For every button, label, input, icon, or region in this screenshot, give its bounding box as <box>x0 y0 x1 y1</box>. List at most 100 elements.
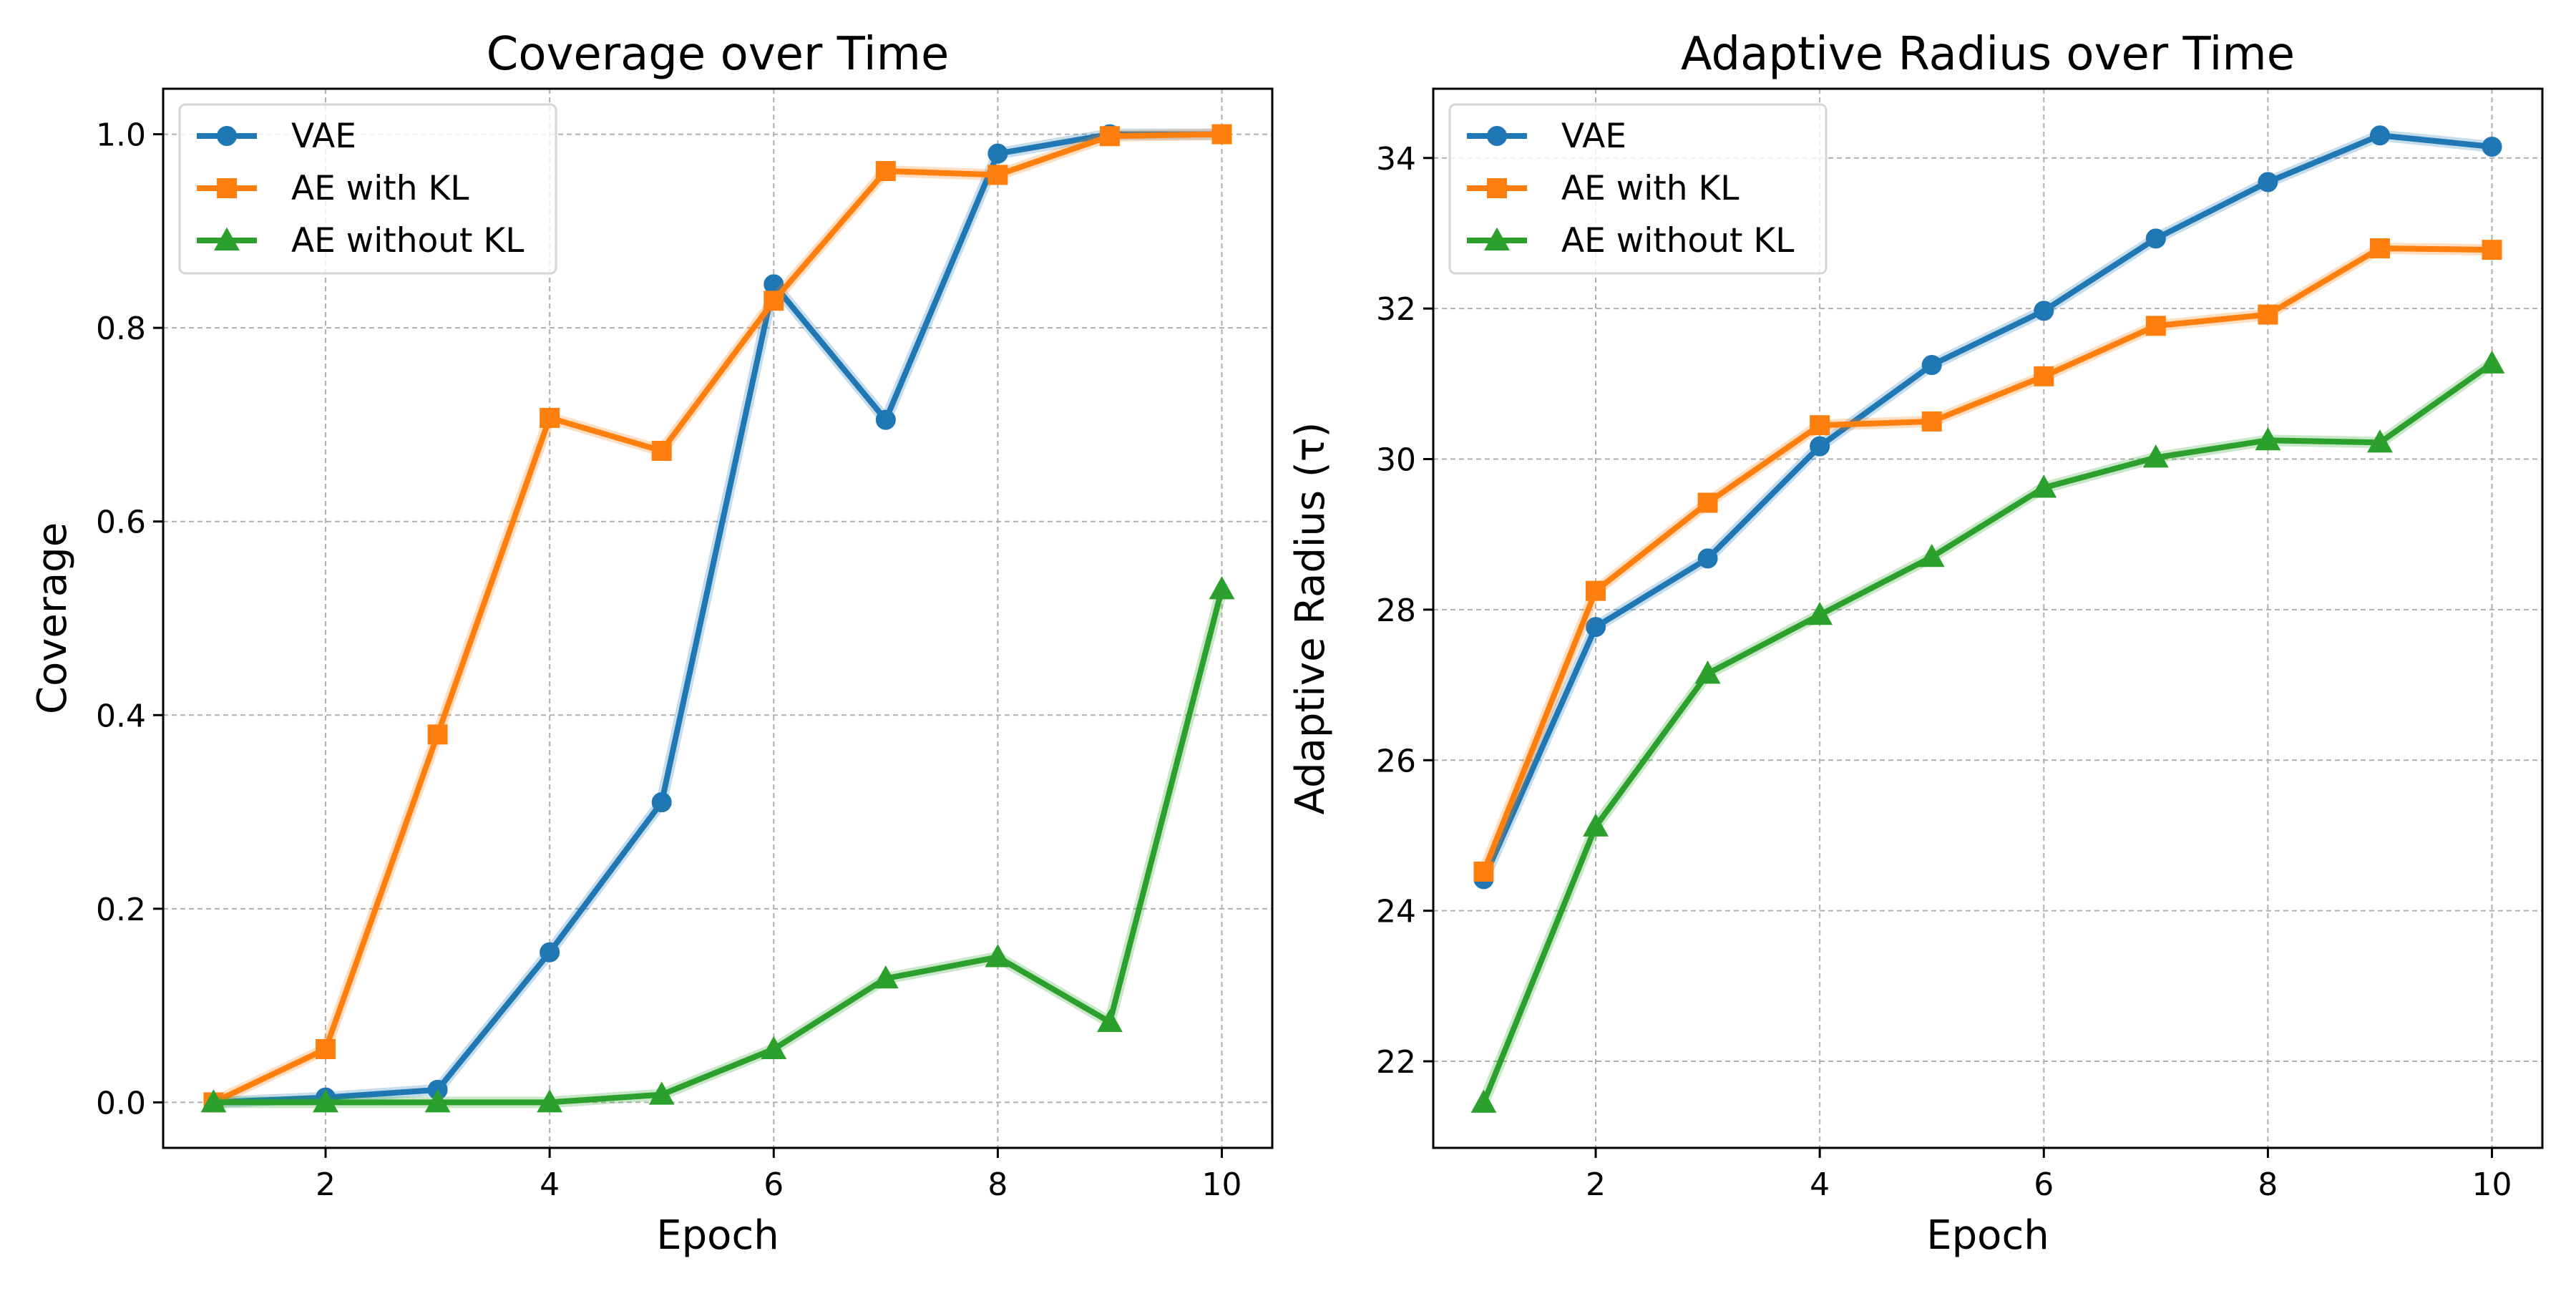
radius-x-tick-label: 6 <box>2034 1166 2054 1203</box>
radius-legend-marker <box>1487 178 1507 198</box>
radius-vae-point <box>2369 125 2390 146</box>
coverage-ae-without-kl-point <box>1097 1008 1123 1033</box>
radius-ae-without-kl-line <box>1480 360 2495 1106</box>
radius-legend: VAE AE with KL AE without KL <box>1448 103 1828 275</box>
radius-vae-point <box>1586 617 1606 638</box>
radius-lines <box>1470 125 2505 1113</box>
radius-legend-label: AE with KL <box>1561 169 1739 208</box>
radius-ae-without-kl-point <box>2367 429 2393 453</box>
coverage-legend-box <box>178 103 557 275</box>
radius-y-tick-label: 32 <box>1376 291 1416 328</box>
radius-vae-point <box>2145 228 2166 249</box>
radius-ae-without-kl-point <box>1470 1089 1497 1113</box>
coverage-ae-with-kl-point <box>651 440 672 461</box>
radius-y-tick-label: 24 <box>1376 894 1416 930</box>
coverage-vae-point <box>875 409 896 430</box>
coverage-legend: VAE AE with KL AE without KL <box>178 103 557 275</box>
radius-vae-point <box>2258 172 2278 193</box>
coverage-ae-without-kl-line <box>210 586 1225 1106</box>
coverage-lines <box>200 124 1235 1113</box>
coverage-y-axis-label: Coverage <box>29 522 76 714</box>
radius-ae-without-kl-point <box>1694 661 1721 684</box>
coverage-ae-with-kl-point <box>987 165 1008 185</box>
radius-y-tick-label: 34 <box>1376 141 1416 177</box>
coverage-y-tick-label: 0.2 <box>96 892 146 928</box>
radius-ae-without-kl-point <box>1918 543 1945 567</box>
radius-vae-point <box>2482 136 2502 157</box>
coverage-x-tick-label: 6 <box>763 1166 784 1203</box>
coverage-ae-with-kl-point <box>1099 126 1120 147</box>
radius-x-tick-label: 2 <box>1586 1166 1606 1203</box>
radius-y-tick-label: 28 <box>1376 593 1416 629</box>
coverage-x-axis-label: Epoch <box>656 1212 779 1259</box>
radius-y-tick-label: 30 <box>1376 442 1416 479</box>
coverage-vae-point <box>987 143 1008 164</box>
radius-legend-label: VAE <box>1561 117 1626 156</box>
radius-vae-point <box>1921 355 1942 376</box>
coverage-legend-marker <box>217 126 237 146</box>
coverage-ae-with-kl-point <box>1211 124 1232 145</box>
coverage-ae-without-kl-point <box>761 1036 787 1060</box>
coverage-ae-without-kl-point <box>537 1089 563 1113</box>
radius-vae-point <box>2034 301 2054 321</box>
coverage-chart-title: Coverage over Time <box>487 28 950 81</box>
coverage-x-tick-label: 8 <box>987 1166 1008 1203</box>
coverage-ae-without-kl-point <box>1209 576 1235 600</box>
coverage-vae-point <box>651 792 672 813</box>
radius-legend-marker <box>1487 126 1507 146</box>
radius-y-tick-label: 22 <box>1376 1044 1416 1081</box>
coverage-ae-without-kl-point <box>424 1089 451 1113</box>
coverage-ae-without-kl-point <box>200 1089 227 1113</box>
coverage-y-tick-label: 0.6 <box>96 505 146 541</box>
radius-ae-with-kl-point <box>1810 415 1830 436</box>
radius-ae-without-kl-point <box>2142 444 2169 468</box>
coverage-legend-marker <box>214 227 240 250</box>
coverage-y-tick-label: 0.8 <box>96 311 146 347</box>
radius-x-tick-label: 10 <box>2472 1166 2512 1203</box>
radius-ae-with-kl-point <box>1586 580 1606 601</box>
coverage-y-tick-label: 0.0 <box>96 1085 146 1121</box>
coverage-x-tick-label: 10 <box>1202 1166 1242 1203</box>
coverage-vae-band <box>208 128 1228 1109</box>
radius-plot-frame <box>1432 87 2544 1149</box>
radius-ae-without-kl-band <box>1478 357 2498 1109</box>
coverage-ticks: 2 4 6 8 10 0.0 0.2 0.4 0.6 0.8 1.0 <box>96 117 1242 1203</box>
radius-ae-with-kl-point <box>1921 411 1942 432</box>
coverage-plot-frame <box>162 87 1274 1149</box>
radius-x-tick-label: 8 <box>2258 1166 2278 1203</box>
coverage-ae-with-kl-point <box>763 291 784 311</box>
radius-legend-marker <box>1484 227 1510 250</box>
radius-y-axis-label: Adaptive Radius (τ) <box>1287 422 1334 815</box>
radius-ae-without-kl-point <box>2255 427 2281 451</box>
coverage-vae-line <box>210 131 1225 1106</box>
coverage-panel: 2 4 6 8 10 0.0 0.2 0.4 0.6 0.8 1.0 Coverage over T… <box>29 28 1274 1259</box>
coverage-ae-with-kl-point <box>875 160 896 181</box>
coverage-y-tick-label: 1.0 <box>96 117 146 154</box>
coverage-legend-marker <box>217 178 237 198</box>
coverage-legend-label: AE without KL <box>291 221 524 260</box>
radius-ae-with-kl-point <box>2369 238 2390 258</box>
radius-vae-point <box>1697 548 1718 569</box>
coverage-ae-with-kl-line <box>210 131 1225 1106</box>
coverage-ae-with-kl-point <box>316 1039 336 1060</box>
radius-y-tick-label: 26 <box>1376 743 1416 779</box>
radius-ae-with-kl-line <box>1480 245 2495 875</box>
coverage-ae-without-kl-band <box>208 583 1228 1109</box>
radius-x-axis-label: Epoch <box>1926 1212 2049 1259</box>
coverage-ae-without-kl-point <box>872 965 899 989</box>
coverage-ae-without-kl-point <box>648 1081 675 1105</box>
radius-vae-line <box>1480 132 2495 882</box>
coverage-y-tick-label: 0.4 <box>96 698 146 734</box>
radius-ae-with-kl-point <box>2482 240 2502 260</box>
radius-ae-with-kl-point <box>1473 861 1494 882</box>
coverage-ae-without-kl-point <box>313 1089 338 1113</box>
coverage-vae-point <box>540 942 560 963</box>
coverage-ae-with-kl-band <box>208 128 1228 1109</box>
radius-ae-without-kl-point <box>2031 474 2057 498</box>
radius-ae-with-kl-point <box>1697 492 1718 513</box>
coverage-ae-with-kl-point <box>540 407 560 428</box>
